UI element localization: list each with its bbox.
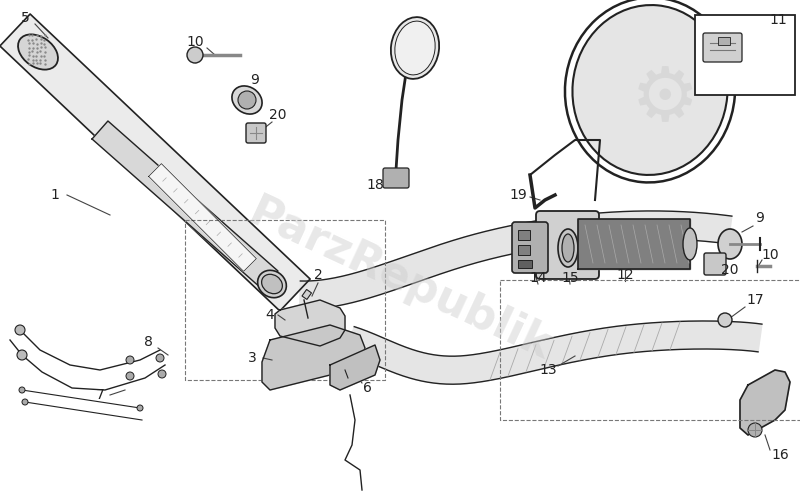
Ellipse shape (18, 34, 58, 70)
Text: 6: 6 (362, 381, 371, 395)
Bar (718, 37, 730, 45)
Bar (695, 15, 795, 95)
Bar (302, 290, 311, 300)
Polygon shape (300, 211, 732, 309)
Ellipse shape (395, 21, 435, 75)
Text: 9: 9 (755, 211, 765, 225)
Ellipse shape (558, 229, 578, 267)
Ellipse shape (232, 86, 262, 114)
Circle shape (748, 423, 762, 437)
Polygon shape (0, 14, 310, 311)
Text: 2: 2 (314, 268, 322, 282)
FancyBboxPatch shape (536, 211, 599, 279)
Text: ⚙: ⚙ (630, 63, 699, 137)
Text: 20: 20 (722, 263, 738, 277)
Text: 16: 16 (771, 448, 789, 462)
Text: 11: 11 (769, 13, 787, 27)
Polygon shape (330, 345, 380, 390)
Polygon shape (149, 164, 256, 272)
Text: 18: 18 (366, 178, 384, 192)
Polygon shape (740, 370, 790, 435)
Text: 1: 1 (50, 188, 59, 202)
Ellipse shape (573, 5, 727, 175)
Polygon shape (346, 321, 762, 384)
Text: 10: 10 (186, 35, 204, 49)
Bar (185, 220, 385, 380)
Text: 15: 15 (561, 271, 579, 285)
Circle shape (126, 356, 134, 364)
Circle shape (156, 354, 164, 362)
FancyBboxPatch shape (383, 168, 409, 188)
Ellipse shape (391, 17, 439, 79)
FancyBboxPatch shape (704, 253, 726, 275)
Text: 3: 3 (248, 351, 256, 365)
Text: 20: 20 (270, 108, 286, 122)
Circle shape (158, 370, 166, 378)
Bar (518, 230, 530, 240)
Circle shape (718, 313, 732, 327)
Text: 12: 12 (616, 268, 634, 282)
Circle shape (22, 399, 28, 405)
Text: 14: 14 (529, 271, 547, 285)
FancyBboxPatch shape (246, 123, 266, 143)
Circle shape (15, 325, 25, 335)
Polygon shape (92, 121, 278, 289)
FancyBboxPatch shape (703, 33, 742, 62)
Text: 13: 13 (539, 363, 557, 377)
Polygon shape (578, 219, 690, 269)
Text: 7: 7 (96, 388, 104, 402)
Circle shape (137, 405, 143, 411)
Text: 19: 19 (509, 188, 527, 202)
Circle shape (17, 350, 27, 360)
Ellipse shape (258, 271, 286, 298)
FancyBboxPatch shape (512, 222, 548, 273)
Text: 5: 5 (21, 11, 30, 25)
Polygon shape (275, 300, 345, 346)
Ellipse shape (562, 234, 574, 262)
Bar (500, 280, 800, 420)
Ellipse shape (683, 228, 697, 260)
Circle shape (187, 47, 203, 63)
Bar (518, 260, 532, 268)
Text: 8: 8 (143, 335, 153, 349)
Text: 9: 9 (250, 73, 259, 87)
Text: 4: 4 (266, 308, 274, 322)
Text: ParzRepublik: ParzRepublik (242, 191, 558, 369)
Bar (518, 245, 530, 255)
Text: 10: 10 (761, 248, 779, 262)
Text: 17: 17 (746, 293, 764, 307)
Polygon shape (262, 325, 365, 390)
Circle shape (19, 387, 25, 393)
Ellipse shape (262, 274, 282, 294)
Circle shape (126, 372, 134, 380)
Circle shape (238, 91, 256, 109)
Ellipse shape (718, 229, 742, 259)
